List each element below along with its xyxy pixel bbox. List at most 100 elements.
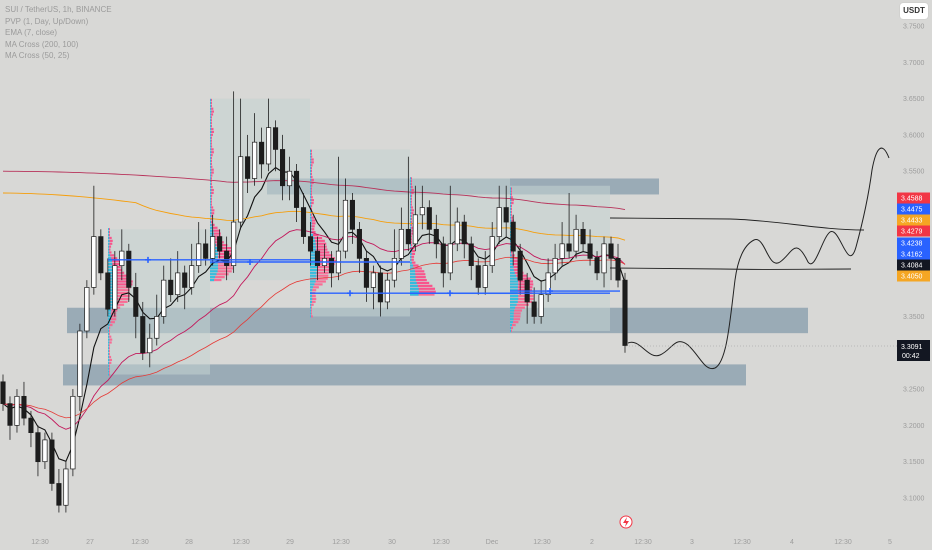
profile-bar-buy <box>310 152 311 155</box>
profile-bar-buy <box>210 188 212 192</box>
lightning-icon[interactable] <box>619 515 633 529</box>
indicator-ma-cross-50-25[interactable]: MA Cross (50, 25) <box>5 51 70 60</box>
indicator-legend: SUI / TetherUS, 1h, BINANCE PVP (1, Day,… <box>5 4 112 62</box>
profile-bar-buy <box>510 196 511 199</box>
profile-bar-buy <box>108 292 116 295</box>
profile-bar-buy <box>210 104 211 107</box>
profile-bar-buy <box>108 245 110 248</box>
profile-bar-buy <box>510 315 514 318</box>
profile-bar <box>310 286 319 289</box>
profile-bar-buy <box>510 283 519 286</box>
profile-bar-buy <box>310 164 311 167</box>
profile-bar <box>210 252 234 256</box>
profile-bar-buy <box>510 318 514 321</box>
profile-bar <box>410 284 433 287</box>
profile-bar <box>310 274 329 277</box>
profile-bar <box>510 286 533 289</box>
profile-bar-buy <box>310 178 312 181</box>
profile-bar <box>410 276 426 279</box>
profile-bar <box>510 257 518 260</box>
profile-bar-buy <box>310 201 312 205</box>
profile-bar-buy <box>410 217 411 221</box>
profile-bar-buy <box>108 300 115 303</box>
profile-bar-buy <box>210 267 219 270</box>
profile-bar-buy <box>108 286 117 289</box>
profile-bar <box>510 315 521 318</box>
profile-bar-buy <box>410 258 412 261</box>
profile-bar <box>510 254 515 257</box>
candle-bull <box>77 330 83 397</box>
time-tick-label: 28 <box>185 539 193 546</box>
profile-bar-buy <box>410 188 412 192</box>
profile-bar-buy <box>310 204 311 208</box>
profile-bar <box>210 186 213 189</box>
profile-bar-buy <box>108 254 111 257</box>
profile-bar <box>310 294 316 298</box>
price-tick-label: 3.6500 <box>903 96 925 103</box>
profile-bar-buy <box>210 206 212 209</box>
profile-bar <box>310 245 327 248</box>
candle-bear <box>608 243 614 259</box>
profile-bar-buy <box>510 236 512 240</box>
profile-bar-buy <box>108 277 117 280</box>
profile-bar-buy <box>310 274 317 277</box>
profile-bar-buy <box>310 167 311 170</box>
profile-bar <box>108 315 117 318</box>
profile-bar-buy <box>310 219 312 222</box>
profile-bar-buy <box>210 145 211 148</box>
profile-bar <box>410 212 414 215</box>
profile-bar <box>510 321 519 324</box>
candle-bear <box>203 243 209 259</box>
time-tick-label: 27 <box>86 539 94 546</box>
profile-bar-buy <box>410 261 412 264</box>
profile-bar-buy <box>210 116 211 119</box>
candle-bear <box>259 141 265 165</box>
profile-bar <box>210 151 214 154</box>
profile-bar-buy <box>210 156 211 160</box>
profile-bar-buy <box>510 248 511 251</box>
indicator-ma-cross-200-100[interactable]: MA Cross (200, 100) <box>5 39 79 49</box>
profile-bar-buy <box>310 196 311 199</box>
profile-bar-buy <box>310 271 317 274</box>
currency-button[interactable]: USDT <box>900 3 928 19</box>
profile-bar-buy <box>410 183 411 186</box>
profile-bar-buy <box>410 276 416 279</box>
profile-bar <box>210 255 234 258</box>
profile-bar-buy <box>108 268 113 271</box>
profile-bar-buy <box>510 297 519 301</box>
profile-bar-buy <box>510 228 511 231</box>
candle-bear <box>56 483 62 506</box>
profile-bar-buy <box>510 312 514 315</box>
indicator-ema[interactable]: EMA (7, close) <box>5 28 58 37</box>
profile-bar-buy <box>210 101 211 104</box>
profile-bar <box>310 303 314 306</box>
profile-bar-buy <box>410 215 411 218</box>
profile-bar-buy <box>310 265 318 269</box>
profile-bar-buy <box>410 203 411 206</box>
price-badge <box>897 259 930 271</box>
candle-bear <box>580 228 586 245</box>
profile-bar <box>410 258 414 261</box>
symbol-title[interactable]: SUI / TetherUS, 1h, BINANCE <box>5 5 112 14</box>
indicator-pvp[interactable]: PVP (1, Day, Up/Down) <box>5 16 89 26</box>
candle-bull <box>175 272 181 296</box>
profile-bar-buy <box>210 136 211 139</box>
time-tick-label: 29 <box>286 539 294 546</box>
profile-bar-buy <box>510 199 512 202</box>
profile-bar-buy <box>310 210 311 213</box>
profile-bar <box>410 244 413 247</box>
profile-bar <box>510 201 514 205</box>
profile-bar-buy <box>410 281 417 285</box>
profile-bar <box>510 306 525 309</box>
price-axis[interactable]: 3.7500 3.7000 3.6500 3.6000 3.5500 3.3500 3.25… <box>903 24 925 503</box>
profile-bar-buy <box>510 207 511 210</box>
price-badge <box>897 214 930 226</box>
profile-bar-buy <box>210 226 213 229</box>
profile-bar-buy <box>210 180 211 183</box>
candle-bull <box>552 258 558 274</box>
profile-bar-buy <box>310 309 311 312</box>
time-axis[interactable]: 12:30 27 12:30 28 12:30 29 12:30 30 12:30 Dec 12:3… <box>31 539 892 546</box>
user-drawing[interactable] <box>609 147 890 370</box>
profile-bar-buy <box>210 174 211 177</box>
